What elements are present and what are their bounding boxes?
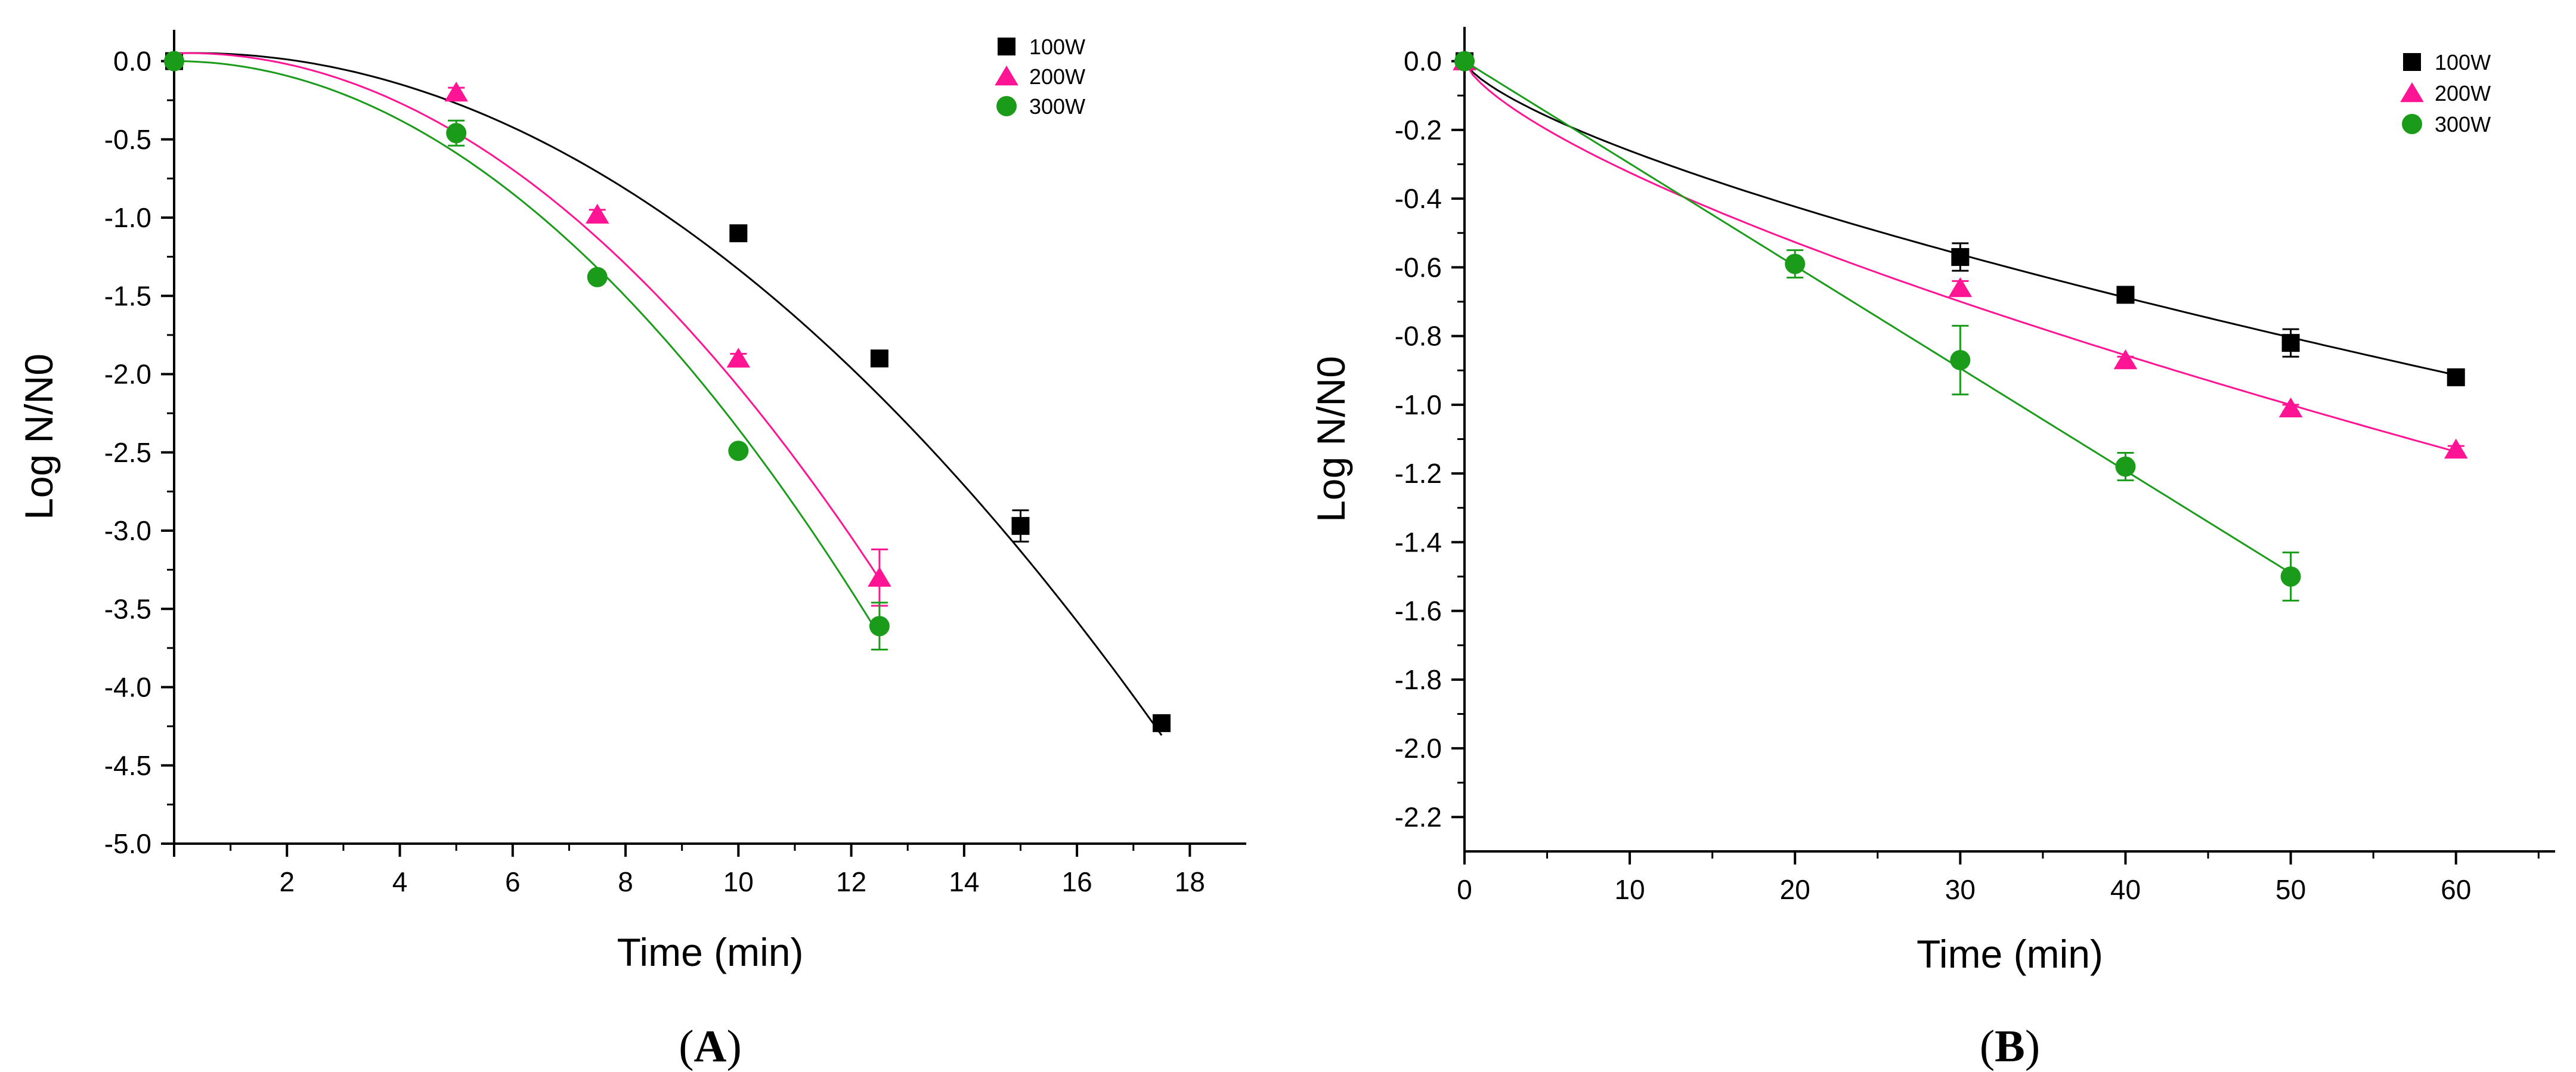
data-point-100w [729, 224, 748, 243]
y-tick-label: 0.0 [1404, 46, 1442, 77]
fit-line-200w [174, 52, 881, 580]
x-tick-label: 18 [1175, 866, 1205, 897]
x-tick-label: 16 [1062, 866, 1092, 897]
x-axis-title: Time (min) [617, 930, 804, 974]
y-tick-label: 0.0 [113, 46, 151, 77]
legend-marker-200w [995, 66, 1018, 86]
y-tick-label: -1.0 [1395, 389, 1442, 420]
y-tick-label: -1.0 [104, 202, 151, 233]
legend-marker-300w [2402, 114, 2422, 134]
data-point-100w [2116, 286, 2135, 304]
y-tick-label: -4.0 [104, 672, 151, 703]
x-tick-label: 4 [392, 866, 408, 897]
legend-label: 300W [2435, 112, 2491, 137]
chart-panel-b: 0.0 -0.2 -0.4 -0.6 -0.8 -1.0 -1.2 -1.4 -1.6 -1.8 -… [1309, 27, 2555, 1071]
series-300w [1454, 51, 2301, 602]
data-point-300w [2115, 456, 2136, 477]
y-axis-title: Log N/N0 [17, 354, 61, 520]
y-tick-label: -2.2 [1395, 801, 1442, 832]
legend-marker-200w [2400, 82, 2424, 103]
series-100w [1456, 52, 2465, 386]
legend-marker-100w [998, 38, 1015, 55]
x-tick-label: 0 [1457, 874, 1472, 905]
y-tick-label: -4.5 [104, 750, 151, 781]
legend-label: 100W [2435, 50, 2491, 75]
data-point-100w [1011, 517, 1030, 535]
series-100w [165, 52, 1171, 736]
data-point-300w [728, 441, 749, 461]
x-tick-label: 10 [723, 866, 754, 897]
y-tick-label: -5.0 [104, 828, 151, 859]
data-point-300w [2280, 566, 2301, 587]
x-tick-label: 6 [505, 866, 521, 897]
y-tick-label: -2.0 [104, 359, 151, 390]
data-point-200w [585, 203, 609, 224]
data-point-100w [870, 349, 888, 368]
data-point-200w [726, 348, 751, 368]
series-200w [174, 52, 891, 607]
x-tick-label: 30 [1945, 874, 1976, 905]
data-point-300w [1785, 253, 1806, 274]
x-tick-label: 14 [949, 866, 979, 897]
legend-label: 200W [1029, 64, 1085, 89]
legend-marker-100w [2403, 53, 2421, 71]
data-point-100w [1951, 248, 1970, 267]
data-point-200w [2278, 397, 2303, 417]
legend-label: 200W [2435, 81, 2491, 106]
data-point-200w [2444, 438, 2468, 459]
legend-label: 100W [1029, 35, 1085, 59]
data-point-200w [444, 82, 468, 102]
data-point-300w [869, 616, 890, 637]
data-point-100w [1153, 714, 1171, 732]
x-axis-title: Time (min) [1916, 932, 2103, 976]
x-tick-label: 60 [2441, 874, 2471, 905]
y-tick-label: -0.2 [1395, 114, 1442, 145]
y-tick-label: -3.5 [104, 593, 151, 624]
y-tick-label: -1.8 [1395, 664, 1442, 695]
y-tick-label: -1.4 [1395, 526, 1442, 557]
y-tick-label: -0.5 [104, 124, 151, 155]
x-tick-label: 12 [836, 866, 866, 897]
x-tick-label: 40 [2110, 874, 2141, 905]
x-tick-label: 20 [1780, 874, 1810, 905]
y-tick-label: -2.0 [1395, 733, 1442, 764]
y-tick-label: -1.2 [1395, 458, 1442, 489]
y-tick-label: -1.6 [1395, 596, 1442, 627]
y-tick-label: -2.5 [104, 437, 151, 468]
data-point-200w [868, 566, 891, 587]
fit-line-300w [174, 60, 881, 637]
x-tick-label: 50 [2275, 874, 2306, 905]
data-point-200w [1948, 277, 1973, 298]
data-point-100w [2281, 334, 2300, 352]
legend: 100W 200W 300W [2400, 50, 2491, 137]
data-point-300w [1454, 51, 1475, 72]
x-tick-label: 10 [1615, 874, 1645, 905]
series-300w [164, 51, 890, 650]
data-point-300w [446, 123, 467, 144]
fit-line-100w [174, 52, 1163, 736]
panel-label: (B) [1980, 1021, 2040, 1071]
chart-panel-a: 0.0 -0.5 -1.0 -1.5 -2.0 -2.5 -3.0 -3.5 -4.0 -4.5 -… [17, 30, 1246, 1071]
y-tick-label: -0.4 [1395, 183, 1442, 214]
legend: 100W 200W 300W [995, 35, 1085, 119]
legend-label: 300W [1029, 94, 1085, 119]
data-point-300w [164, 51, 184, 72]
legend-marker-300w [996, 96, 1017, 116]
data-point-300w [587, 267, 608, 287]
y-tick-label: -1.5 [104, 280, 151, 311]
x-tick-label: 2 [279, 866, 295, 897]
panel-label: (A) [679, 1021, 742, 1071]
data-point-200w [2113, 349, 2138, 370]
data-point-300w [1950, 349, 1971, 370]
y-tick-label: -0.6 [1395, 252, 1442, 283]
x-tick-label: 8 [618, 866, 633, 897]
data-point-100w [2447, 368, 2465, 386]
y-tick-label: -0.8 [1395, 321, 1442, 352]
y-tick-label: -3.0 [104, 515, 151, 546]
y-axis-title: Log N/N0 [1309, 356, 1353, 522]
fit-line-300w [1464, 60, 2292, 574]
